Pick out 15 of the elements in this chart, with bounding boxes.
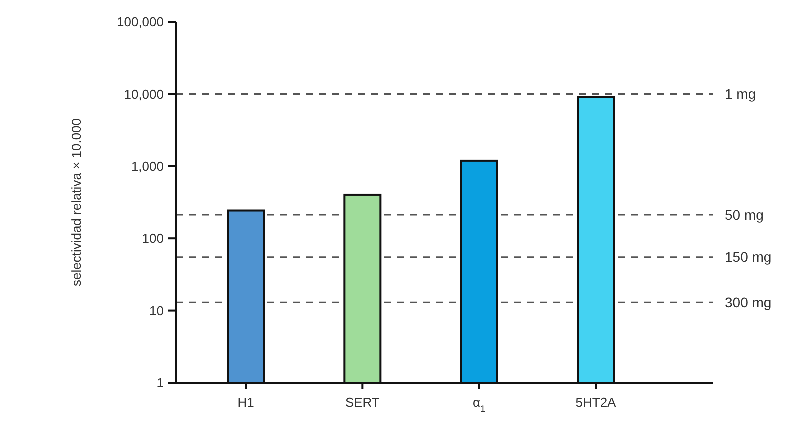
x-tick-label: α$_{1}$ bbox=[473, 395, 486, 414]
x-tick-label: H1 bbox=[238, 395, 254, 410]
y-tick-label: 100,000 bbox=[117, 14, 164, 30]
y-tick-label: 10 bbox=[150, 303, 164, 318]
y-tick-label: 100 bbox=[142, 231, 164, 246]
ref-line-label: 300 mg bbox=[725, 294, 772, 310]
ref-line-label: 1 mg bbox=[725, 86, 756, 102]
ref-line-label: 50 mg bbox=[725, 206, 764, 223]
y-tick-label: 10,000 bbox=[124, 86, 164, 102]
y-tick-label: 1 bbox=[156, 376, 164, 391]
ref-line-label: 150 mg bbox=[725, 249, 772, 266]
x-tick-label: 5HT2A bbox=[576, 395, 617, 410]
y-axis-title: selectividad relativa × 10.000 bbox=[69, 118, 84, 287]
y-tick-label: 1,000 bbox=[131, 158, 164, 174]
x-tick-label: SERT bbox=[345, 395, 380, 410]
